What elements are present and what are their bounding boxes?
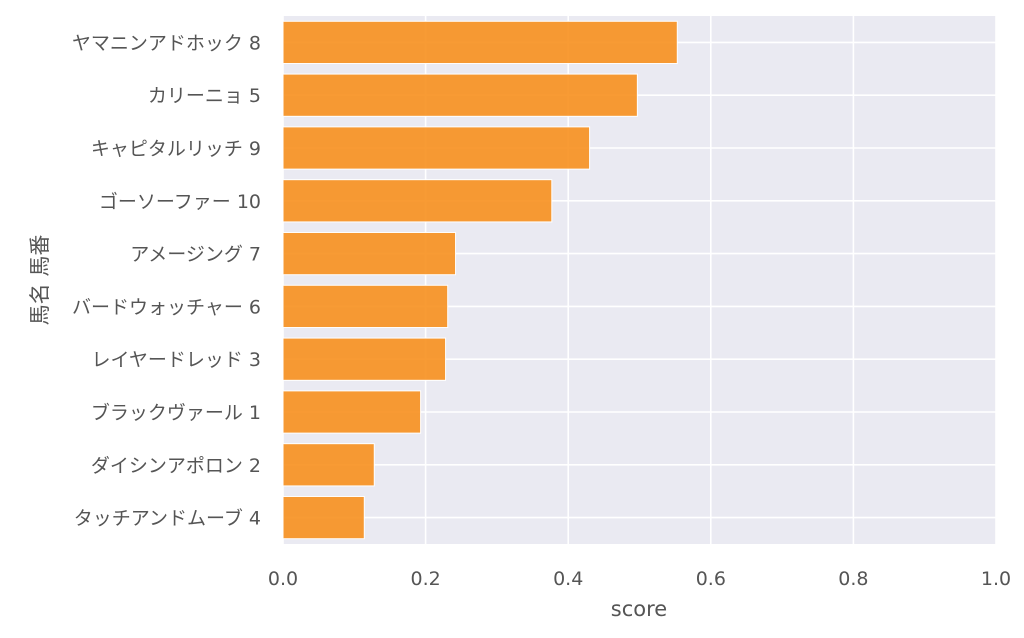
bar (282, 443, 375, 487)
x-tick-label: 0.4 (553, 568, 583, 590)
category-label: アメージング 7 (130, 244, 261, 266)
category-label: レイヤードレッド 3 (91, 349, 261, 371)
category-label: キャピタルリッチ 9 (91, 138, 261, 160)
bar (282, 73, 638, 117)
category-label: ゴーソーファー 10 (99, 191, 261, 213)
x-tick-label: 0.6 (696, 568, 726, 590)
x-axis-title: score (611, 597, 667, 621)
category-labels: ヤマニンアドホック 8 カリーニョ 5 キャピタルリッチ 9 ゴーソーファー 10 アメ… (72, 32, 261, 529)
bar (282, 126, 591, 170)
bar (282, 179, 553, 223)
category-label: ヤマニンアドホック 8 (72, 32, 261, 54)
y-axis-title: 馬名 馬番 (28, 235, 52, 326)
category-label: タッチアンドムーブ 4 (74, 507, 261, 530)
bars (282, 20, 678, 540)
category-label: カリーニョ 5 (148, 85, 261, 107)
x-tick-labels: 0.0 0.2 0.4 0.6 0.8 1.0 (268, 568, 1011, 590)
category-label: ダイシンアポロン 2 (91, 455, 261, 477)
category-label: バードウォッチャー 6 (72, 296, 261, 318)
x-tick-label: 0.8 (838, 568, 868, 590)
x-tick-label: 1.0 (981, 568, 1011, 590)
bar (282, 390, 422, 434)
x-tick-label: 0.0 (268, 568, 298, 590)
bar (282, 284, 449, 329)
bar (282, 231, 457, 276)
category-label: ブラックヴァール 1 (91, 401, 261, 424)
x-tick-label: 0.2 (410, 568, 440, 590)
bar (282, 20, 678, 65)
bar (282, 337, 447, 381)
bar (282, 495, 365, 540)
